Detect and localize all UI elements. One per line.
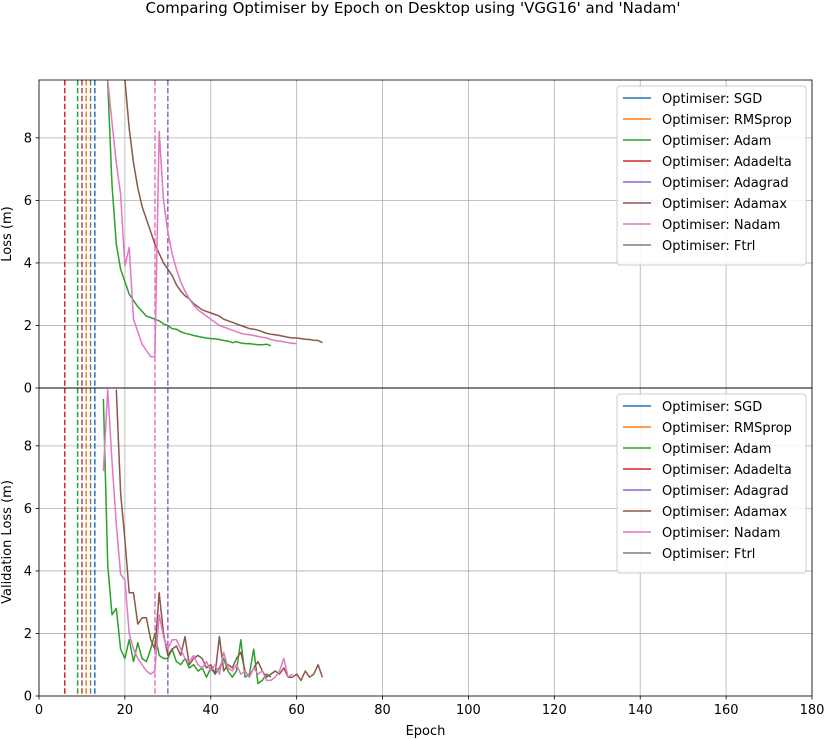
y-axis-label: Validation Loss (m) [0,480,15,604]
legend-box [616,85,807,266]
y-tick-label: 0 [24,382,32,397]
legend-label-sgd: Optimiser: SGD [662,92,762,107]
y-tick-label: 2 [24,319,32,334]
x-tick-label: 180 [800,703,825,718]
legend-label-nadam: Optimiser: Nadam [662,526,780,541]
x-tick-label: 0 [35,703,43,718]
y-tick-label: 6 [24,502,32,517]
y-tick-label: 2 [24,627,32,642]
y-tick-label: 8 [24,439,32,454]
legend-label-adadelta: Optimiser: Adadelta [662,463,792,478]
legend-box [616,393,807,574]
legend-label-adamax: Optimiser: Adamax [662,505,787,520]
legend-label-ftrl: Optimiser: Ftrl [662,239,755,254]
x-tick-label: 60 [288,703,305,718]
x-tick-label: 40 [203,703,220,718]
legend-label-adagrad: Optimiser: Adagrad [662,484,789,499]
legend-label-sgd: Optimiser: SGD [662,400,762,415]
x-tick-label: 80 [374,703,391,718]
series-line-adamax [115,389,324,682]
legend-label-adam: Optimiser: Adam [662,134,771,149]
x-tick-label: 140 [628,703,653,718]
legend-label-adagrad: Optimiser: Adagrad [662,176,789,191]
y-tick-label: 4 [24,256,32,271]
legend-label-ftrl: Optimiser: Ftrl [662,547,755,562]
legend-label-nadam: Optimiser: Nadam [662,218,780,233]
series-line-nadam [102,388,293,682]
series-line-adamax [124,80,323,344]
y-tick-label: 8 [24,131,32,146]
legend-label-adamax: Optimiser: Adamax [662,197,787,212]
series-line-nadam [106,80,297,358]
legend-label-adam: Optimiser: Adam [662,442,771,457]
legend-label-rmsprop: Optimiser: RMSprop [662,421,792,436]
axes-frame [38,387,813,697]
x-tick-label: 160 [714,703,739,718]
chart-title: Comparing Optimiser by Epoch on Desktop … [145,0,680,17]
x-tick-label: 120 [542,703,567,718]
x-axis-label: Epoch [406,724,446,739]
y-tick-label: 4 [24,564,32,579]
plot-area-2 [64,388,324,696]
legend-label-rmsprop: Optimiser: RMSprop [662,113,792,128]
x-tick-label: 100 [456,703,481,718]
series-line-adam [102,398,272,685]
x-tick-label: 20 [117,703,134,718]
y-axis-label: Loss (m) [0,206,15,261]
series-line-adam [106,81,272,347]
plot-area-1 [64,80,323,388]
y-tick-label: 6 [24,194,32,209]
y-tick-label: 0 [24,690,32,705]
legend-label-adadelta: Optimiser: Adadelta [662,155,792,170]
